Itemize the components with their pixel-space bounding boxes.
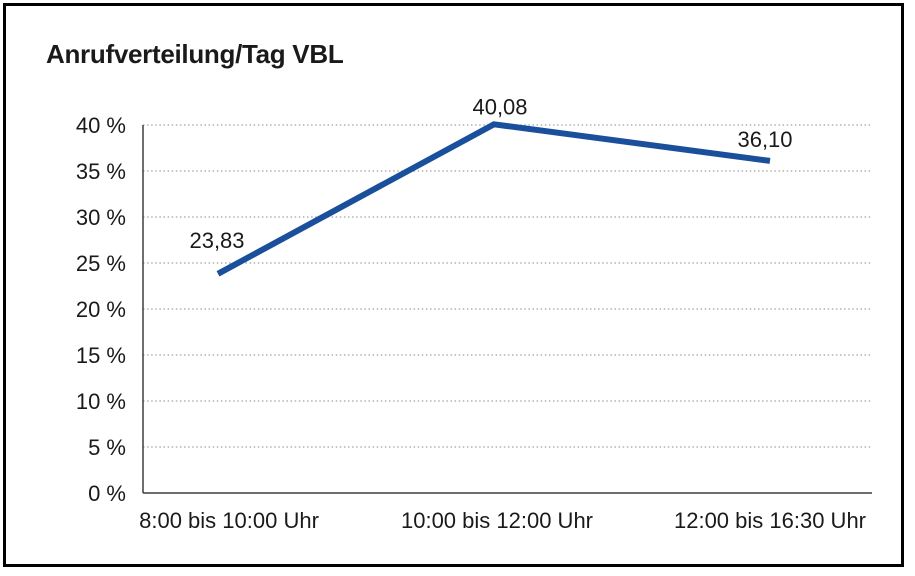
x-tick-label: 8:00 bis 10:00 Uhr [139, 508, 319, 533]
data-point-label: 40,08 [472, 94, 527, 119]
chart-frame: Anrufverteilung/Tag VBL [3, 3, 904, 567]
chart-title: Anrufverteilung/Tag VBL [46, 39, 344, 69]
data-point-label: 23,83 [189, 228, 244, 253]
data-point-label: 36,10 [737, 127, 792, 152]
y-tick-label: 40 % [76, 113, 126, 138]
x-tick-label: 12:00 bis 16:30 Uhr [674, 508, 866, 533]
y-tick-label: 35 % [76, 159, 126, 184]
y-tick-label: 20 % [76, 297, 126, 322]
y-tick-label: 30 % [76, 205, 126, 230]
y-tick-label: 15 % [76, 343, 126, 368]
x-tick-label: 10:00 bis 12:00 Uhr [401, 508, 593, 533]
y-tick-label: 0 % [88, 481, 126, 506]
y-tick-label: 25 % [76, 251, 126, 276]
y-tick-label: 10 % [76, 389, 126, 414]
data-line [216, 121, 771, 277]
y-tick-label: 5 % [88, 435, 126, 460]
